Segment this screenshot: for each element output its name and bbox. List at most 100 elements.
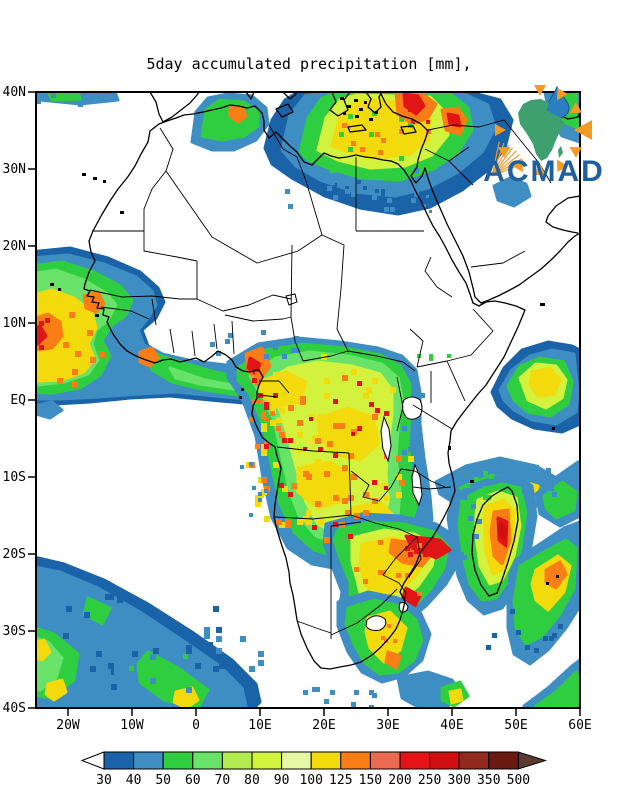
precip-speckle — [261, 414, 266, 419]
precip-blob-satl-yellow — [37, 638, 52, 662]
colorbar-label: 40 — [126, 773, 142, 788]
precip-speckle — [96, 651, 102, 657]
precip-speckle — [186, 645, 192, 651]
precip-speckle — [288, 492, 293, 497]
precip-speckle — [186, 687, 192, 693]
precip-speckle — [195, 663, 201, 669]
precip-speckle — [216, 648, 222, 654]
precip-speckle — [324, 471, 330, 477]
acmad-logo: ACMAD — [483, 85, 603, 188]
precip-blob-alg-orange — [228, 104, 248, 124]
precip-speckle — [261, 423, 267, 429]
lat-label: 40S — [3, 701, 26, 716]
precip-speckle — [453, 531, 458, 536]
islands-layer — [50, 97, 559, 585]
precip-blob-satl-green3 — [82, 596, 112, 626]
precip-speckle — [129, 666, 134, 671]
island-speck — [241, 388, 244, 391]
precip-speckle — [255, 444, 260, 449]
precip-speckle — [534, 465, 539, 470]
precip-speckle — [525, 477, 530, 482]
precip-speckle — [303, 447, 307, 451]
precip-speckle — [132, 675, 138, 681]
precip-speckle — [297, 432, 303, 438]
precip-speckle — [423, 204, 426, 207]
precip-speckle — [381, 138, 386, 143]
precip-speckle — [468, 516, 473, 521]
precip-speckle — [72, 381, 78, 387]
precip-speckle — [258, 354, 263, 359]
precip-speckle — [423, 552, 428, 557]
precip-speckle — [66, 606, 72, 612]
colorbar-right-arrow — [517, 751, 548, 770]
precip-speckle — [303, 690, 308, 695]
precip-speckle — [351, 474, 357, 480]
lake — [365, 615, 387, 631]
precip-speckle — [345, 420, 351, 426]
precip-speckle — [477, 519, 482, 524]
precip-speckle — [474, 534, 479, 539]
precip-speckle — [37, 99, 41, 104]
colorbar-label: 80 — [244, 773, 260, 788]
precip-speckle — [378, 570, 383, 575]
colorbar-segment — [488, 751, 519, 770]
precip-speckle — [324, 537, 330, 543]
lon-label: 20E — [312, 718, 335, 733]
colorbar-label: 60 — [185, 773, 201, 788]
coastline — [329, 93, 351, 117]
colorbar-segment — [192, 751, 223, 770]
precip-speckle — [414, 192, 419, 197]
lon-label: 40E — [440, 718, 463, 733]
country-border — [151, 298, 157, 326]
sun-triangle — [557, 88, 568, 101]
island-speck — [93, 177, 97, 180]
precip-speckle — [408, 447, 413, 452]
precip-blob-satl-y2 — [44, 678, 68, 702]
colorbar: 30 40 50 60 70 80 90 100 125 150 200 250 300 350 500 — [80, 751, 548, 788]
precip-speckle — [204, 633, 210, 639]
precip-speckle — [315, 687, 320, 692]
precip-speckle — [363, 510, 369, 516]
precip-speckle — [405, 546, 410, 551]
island-speck — [375, 111, 378, 114]
precip-speckle — [390, 207, 395, 212]
island-speck — [95, 314, 99, 317]
precip-speckle — [366, 387, 372, 393]
precip-speckle — [273, 372, 279, 378]
precip-speckle — [312, 525, 317, 530]
country-borders-layer — [89, 119, 552, 639]
precip-speckle — [399, 129, 404, 134]
island-speck — [82, 173, 86, 176]
precip-speckle — [117, 597, 123, 603]
precip-speckle — [546, 468, 551, 473]
precip-blob-moz-red — [404, 534, 452, 560]
coastline-layer — [83, 93, 579, 670]
colorbar-left-arrow — [80, 751, 105, 770]
country-border — [416, 360, 448, 368]
precip-speckle — [342, 123, 347, 128]
precip-speckle — [216, 636, 222, 642]
precip-speckle — [558, 624, 563, 629]
precip-speckle — [252, 378, 257, 383]
precip-speckle — [102, 96, 107, 101]
precip-speckle — [339, 132, 344, 137]
precip-speckle — [258, 399, 263, 404]
island-speck — [552, 427, 555, 430]
country-border — [446, 308, 494, 362]
precip-speckle — [486, 495, 491, 500]
precip-speckle — [447, 513, 452, 518]
lat-label: 20S — [3, 547, 26, 562]
lat-label: 10N — [3, 316, 26, 331]
precip-speckle — [279, 483, 284, 488]
precip-speckle — [288, 438, 293, 443]
lon-label: 20W — [56, 718, 80, 733]
colorbar-segment — [340, 751, 371, 770]
precip-speckle — [318, 447, 323, 452]
precip-speckle — [414, 549, 419, 554]
precip-speckle — [63, 633, 69, 639]
precip-speckle — [291, 483, 297, 489]
precip-speckle — [486, 645, 491, 650]
lat-label: 10S — [3, 470, 26, 485]
country-border — [414, 470, 446, 488]
precip-speckle — [474, 477, 479, 482]
